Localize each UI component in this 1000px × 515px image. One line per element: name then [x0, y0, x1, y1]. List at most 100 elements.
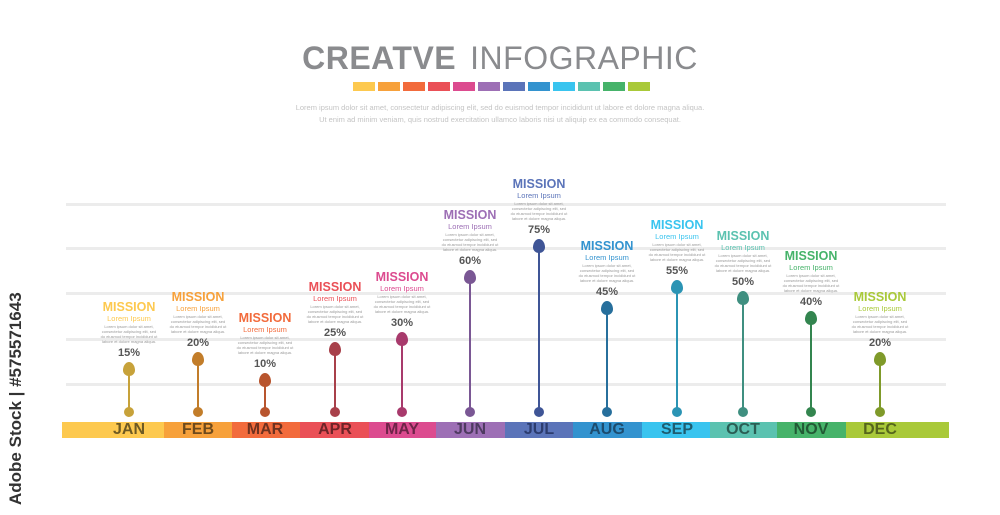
percent-label: 25%: [323, 326, 347, 339]
swatch: [503, 82, 525, 91]
grid-line: [66, 292, 946, 295]
month-label-nov: NOV: [793, 421, 829, 438]
timeline-stick: [401, 338, 403, 412]
mission-subtitle: Lorem Ipsum: [313, 293, 357, 303]
swatch: [403, 82, 425, 91]
month-label-dec: DEC: [863, 421, 897, 438]
timeline-stick: [538, 246, 540, 412]
pin-marker: [259, 372, 271, 387]
pin-marker: [874, 352, 886, 366]
mission-item: MISSION Lorem Ipsum Lorem ipsum dolor sit …: [646, 218, 708, 278]
mission-subtitle: Lorem Ipsum: [243, 324, 287, 334]
month-band: [777, 422, 847, 438]
month-label-jun: JUN: [453, 421, 486, 438]
mission-item: MISSION Lorem Ipsum Lorem ipsum dolor sit …: [371, 270, 433, 330]
month-label-may: MAY: [384, 421, 420, 438]
month-band: [504, 422, 574, 438]
mission-title: MISSION: [512, 177, 566, 192]
pin-marker: [192, 352, 204, 366]
timeline-stick: [810, 318, 812, 412]
pin-marker: [601, 300, 613, 315]
base-dot: [806, 407, 816, 417]
mission-subtitle: Lorem Ipsum: [107, 314, 151, 324]
mission-title: MISSION: [308, 279, 362, 294]
mission-item: MISSION Lorem Ipsum Lorem ipsum dolor sit …: [780, 249, 842, 309]
mission-title: MISSION: [102, 300, 156, 315]
grid-line: [66, 338, 946, 341]
base-dot: [260, 407, 270, 417]
color-swatches: [353, 82, 650, 91]
pin-marker: [737, 290, 749, 305]
pin-marker: [671, 280, 683, 295]
swatch: [628, 82, 650, 91]
mission-item: MISSION Lorem Ipsum Lorem ipsum dolor sit …: [439, 208, 501, 268]
mission-description: Lorem ipsum dolor sit amet, consectetur …: [782, 273, 840, 293]
base-dot: [738, 407, 748, 417]
swatch: [603, 82, 625, 91]
mission-subtitle: Lorem Ipsum: [585, 252, 629, 262]
swatch: [428, 82, 450, 91]
pin-marker: [123, 362, 135, 377]
month-label-mar: MAR: [246, 421, 284, 438]
title-light: INFOGRAPHIC: [470, 40, 698, 76]
percent-label: 60%: [458, 255, 482, 267]
mission-description: Lorem ipsum dolor sit amet, consectetur …: [510, 201, 568, 222]
subtitle-line-2: Ut enim ad minim veniam, quis nostrud ex…: [319, 115, 681, 124]
base-dot: [124, 407, 134, 417]
mission-description: Lorem ipsum dolor sit amet, consectetur …: [100, 324, 158, 345]
month-band: [368, 422, 437, 438]
percent-label: 50%: [731, 275, 755, 288]
percent-label: 15%: [117, 347, 141, 360]
month-label-oct: OCT: [726, 421, 760, 438]
pin-marker: [396, 331, 408, 346]
timeline-stick: [676, 287, 678, 412]
mission-description: Lorem ipsum dolor sit amet, consectetur …: [169, 314, 227, 334]
mission-description: Lorem ipsum dolor sit amet, consectetur …: [648, 242, 706, 263]
swatch: [353, 82, 375, 91]
timeline-stick: [469, 277, 471, 412]
pin-marker: [464, 270, 476, 284]
mission-title: MISSION: [580, 238, 634, 253]
mission-title: MISSION: [171, 290, 225, 304]
mission-item: MISSION Lorem Ipsum Lorem ipsum dolor sit …: [849, 290, 911, 350]
pin-marker: [805, 311, 817, 325]
month-label-sep: SEP: [660, 421, 693, 438]
timeline-stick: [742, 297, 744, 412]
grid-line: [66, 203, 946, 206]
percent-label: 30%: [390, 316, 414, 329]
mission-subtitle: Lorem Ipsum: [655, 232, 699, 242]
mission-description: Lorem ipsum dolor sit amet, consectetur …: [578, 262, 636, 283]
base-dot: [330, 407, 340, 417]
month-band: [710, 422, 778, 438]
mission-title: MISSION: [853, 290, 907, 304]
mission-subtitle: Lorem Ipsum: [517, 191, 561, 201]
month-band: [163, 422, 233, 438]
percent-label: 20%: [186, 337, 210, 349]
timeline-stick: [606, 307, 608, 412]
grid-line: [66, 383, 946, 386]
pin-marker: [533, 239, 545, 254]
month-band: [573, 422, 643, 438]
month-label-aug: AUG: [589, 421, 625, 438]
mission-subtitle: Lorem Ipsum: [176, 304, 220, 313]
watermark-text: Adobe Stock | #575571643: [6, 292, 25, 505]
swatch: [378, 82, 400, 91]
mission-item: MISSION Lorem Ipsum Lorem ipsum dolor sit …: [304, 280, 366, 340]
mission-title: MISSION: [443, 208, 497, 222]
swatch: [453, 82, 475, 91]
mission-item: MISSION Lorem Ipsum Lorem ipsum dolor sit …: [167, 290, 229, 350]
mission-title: MISSION: [716, 228, 770, 243]
base-dot: [875, 407, 885, 417]
timeline-stick: [197, 359, 199, 412]
mission-subtitle: Lorem Ipsum: [448, 222, 492, 231]
month-label-jan: JAN: [112, 421, 145, 438]
swatch: [478, 82, 500, 91]
pin-marker: [329, 341, 341, 356]
percent-label: 40%: [799, 296, 823, 308]
swatch: [553, 82, 575, 91]
month-band: [62, 422, 165, 438]
base-dot: [672, 407, 682, 417]
mission-subtitle: Lorem Ipsum: [721, 242, 765, 252]
timeline-stick: [334, 348, 336, 412]
title-bold: CREATVE: [302, 40, 457, 76]
